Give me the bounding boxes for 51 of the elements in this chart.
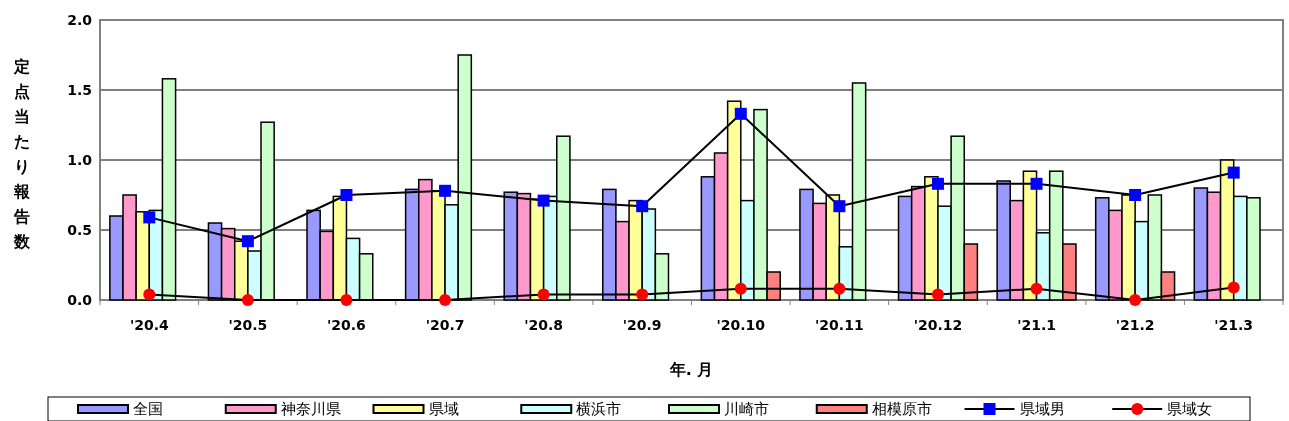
x-tick-label: '20.4 (129, 317, 169, 333)
point (833, 282, 846, 295)
legend-label: 県域 (428, 400, 459, 419)
point (1030, 177, 1043, 190)
y-tick-label: 0.5 (67, 221, 92, 238)
x-tick-label: '20.9 (622, 317, 662, 333)
x-axis-title: 年. 月 (668, 360, 714, 379)
point (931, 288, 944, 301)
x-tick-label: '20.5 (228, 317, 268, 333)
legend-label: 神奈川県 (280, 400, 341, 419)
x-tick-label: '21.3 (1214, 317, 1254, 333)
x-tick-label: '20.10 (716, 317, 766, 333)
point (931, 177, 944, 190)
point (537, 194, 550, 207)
y-tick-label: 1.0 (67, 151, 93, 168)
point (340, 294, 353, 306)
legend-label: 横浜市 (576, 400, 622, 419)
x-tick-label: '20.7 (425, 317, 465, 333)
point (1129, 189, 1142, 201)
y-tick-label: 1.5 (67, 81, 92, 98)
x-tick-label: '20.8 (524, 317, 564, 333)
x-tick-label: '20.11 (815, 317, 864, 333)
point (734, 282, 747, 295)
legend-label: 川崎市 (724, 400, 769, 419)
point (439, 294, 452, 306)
point (833, 200, 846, 213)
point (537, 288, 550, 301)
legend-label: 相模原市 (871, 400, 932, 419)
legend-label: 県域男 (1019, 400, 1065, 419)
x-tick-label: '21.2 (1115, 317, 1155, 333)
point (241, 235, 254, 248)
x-tick-label: '21.1 (1017, 317, 1056, 333)
y-tick-label: 2.0 (67, 11, 93, 28)
point (241, 294, 254, 306)
point (734, 107, 747, 120)
legend-label: 県域女 (1167, 400, 1213, 419)
point (143, 288, 156, 301)
point (1227, 166, 1240, 179)
point (636, 200, 649, 213)
point (1030, 282, 1043, 295)
x-tick-label: '20.6 (327, 317, 366, 333)
legend-label: 全国 (133, 400, 163, 419)
x-tick-label: '20.12 (913, 317, 963, 333)
point (1227, 281, 1240, 294)
y-axis-title: 定点当たり報告数 (13, 57, 31, 251)
point (636, 288, 649, 301)
point (439, 184, 452, 197)
point (1129, 294, 1142, 306)
point (143, 211, 156, 224)
point (340, 189, 353, 201)
y-tick-label: 0.0 (67, 291, 93, 308)
